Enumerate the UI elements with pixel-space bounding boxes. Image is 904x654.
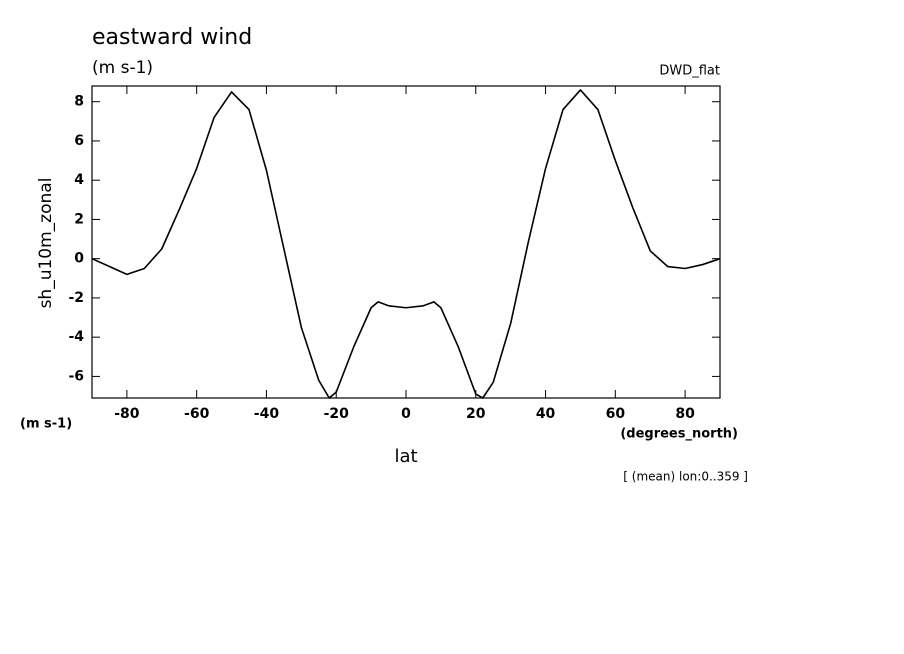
dataset-label: DWD_flat [659, 64, 720, 79]
x-tick-label: 0 [401, 406, 411, 422]
y-tick-label: 8 [74, 94, 84, 110]
x-tick-label: 20 [466, 406, 486, 422]
x-tick-label: 80 [675, 406, 695, 422]
x-tick-label: 60 [606, 406, 626, 422]
x-tick-label: -40 [254, 406, 280, 422]
x-tick-label: -60 [184, 406, 210, 422]
y-tick-label: 0 [74, 251, 84, 267]
y-axis-label: sh_u10m_zonal [36, 178, 56, 309]
x-axis-label: lat [394, 446, 417, 467]
x-tick-label: -80 [114, 406, 140, 422]
x-tick-label: -20 [324, 406, 350, 422]
chart-title: eastward wind [92, 25, 252, 50]
y-tick-label: 6 [74, 133, 84, 149]
y-tick-label: 2 [74, 211, 84, 227]
y-tick-label: -2 [68, 290, 84, 306]
x-tick-label: 40 [536, 406, 556, 422]
x-units: (degrees_north) [620, 427, 738, 442]
units: (m s-1) [92, 58, 153, 78]
note: [ (mean) lon:0..359 ] [623, 470, 748, 484]
y-units: (m s-1) [20, 417, 72, 432]
y-tick-label: 4 [74, 172, 84, 188]
y-tick-label: -4 [68, 329, 84, 345]
data-line [91, 89, 721, 399]
y-tick-label: -6 [68, 368, 84, 384]
